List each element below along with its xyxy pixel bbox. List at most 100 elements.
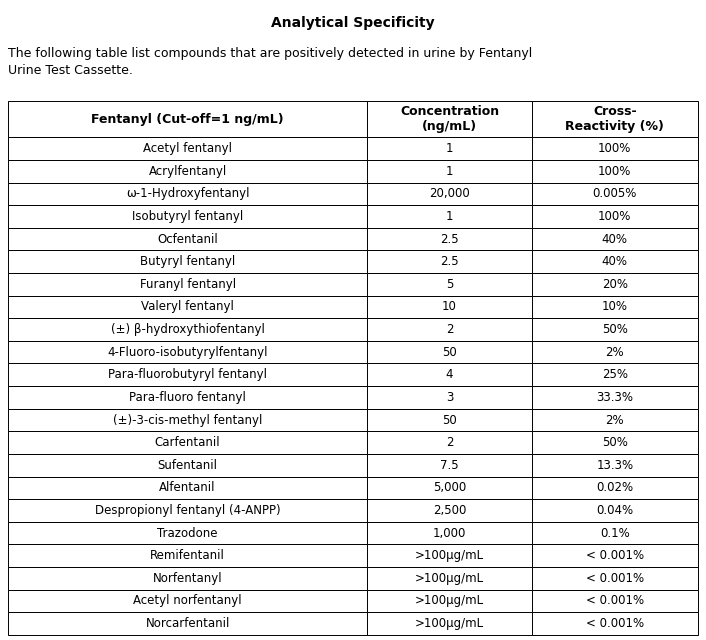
- Text: 50: 50: [442, 413, 457, 426]
- Bar: [367, 182, 532, 205]
- Text: 20,000: 20,000: [429, 188, 469, 200]
- Text: 13.3%: 13.3%: [597, 459, 633, 472]
- Text: 2: 2: [445, 323, 453, 336]
- Bar: [8, 160, 367, 182]
- Bar: [532, 296, 698, 318]
- Text: 1: 1: [445, 142, 453, 155]
- Bar: [8, 522, 367, 545]
- Text: Sufentanil: Sufentanil: [157, 459, 217, 472]
- Text: 2%: 2%: [606, 413, 624, 426]
- Bar: [532, 228, 698, 250]
- Text: 2%: 2%: [606, 346, 624, 358]
- Text: Ocfentanil: Ocfentanil: [157, 232, 218, 246]
- Bar: [532, 589, 698, 612]
- Text: Remifentanil: Remifentanil: [150, 549, 225, 562]
- Bar: [8, 138, 367, 160]
- Text: 100%: 100%: [598, 164, 632, 178]
- Bar: [367, 545, 532, 567]
- Text: 50: 50: [442, 346, 457, 358]
- Bar: [8, 612, 367, 635]
- Text: Carfentanil: Carfentanil: [155, 436, 220, 449]
- Bar: [367, 364, 532, 386]
- Text: Butyryl fentanyl: Butyryl fentanyl: [140, 255, 235, 268]
- Bar: [8, 477, 367, 499]
- Bar: [532, 138, 698, 160]
- Text: 5: 5: [445, 278, 453, 291]
- Text: 2.5: 2.5: [440, 232, 459, 246]
- Text: 10: 10: [442, 300, 457, 314]
- Text: Alfentanil: Alfentanil: [160, 481, 216, 494]
- Text: Acrylfentanyl: Acrylfentanyl: [148, 164, 227, 178]
- Bar: [367, 499, 532, 522]
- Text: Furanyl fentanyl: Furanyl fentanyl: [140, 278, 236, 291]
- Text: 10%: 10%: [602, 300, 628, 314]
- Text: Concentration
(ng/mL): Concentration (ng/mL): [400, 105, 499, 133]
- Bar: [367, 101, 532, 138]
- Bar: [8, 409, 367, 431]
- Text: 33.3%: 33.3%: [597, 391, 633, 404]
- Bar: [532, 250, 698, 273]
- Bar: [532, 386, 698, 409]
- Text: (±) β-hydroxythiofentanyl: (±) β-hydroxythiofentanyl: [111, 323, 265, 336]
- Bar: [532, 101, 698, 138]
- Bar: [532, 273, 698, 296]
- Bar: [367, 318, 532, 341]
- Bar: [532, 567, 698, 589]
- Bar: [8, 182, 367, 205]
- Text: 40%: 40%: [602, 232, 628, 246]
- Bar: [8, 250, 367, 273]
- Bar: [532, 454, 698, 477]
- Bar: [367, 477, 532, 499]
- Text: 5,000: 5,000: [433, 481, 466, 494]
- Bar: [532, 318, 698, 341]
- Text: 0.04%: 0.04%: [597, 504, 633, 517]
- Text: 50%: 50%: [602, 436, 628, 449]
- Text: 7.5: 7.5: [440, 459, 459, 472]
- Text: 2.5: 2.5: [440, 255, 459, 268]
- Text: >100μg/mL: >100μg/mL: [415, 549, 484, 562]
- Bar: [367, 273, 532, 296]
- Bar: [367, 589, 532, 612]
- Text: 25%: 25%: [602, 368, 628, 381]
- Text: (±)-3-cis-methyl fentanyl: (±)-3-cis-methyl fentanyl: [113, 413, 263, 426]
- Bar: [532, 364, 698, 386]
- Text: 1,000: 1,000: [433, 527, 466, 540]
- Text: 100%: 100%: [598, 210, 632, 223]
- Bar: [532, 182, 698, 205]
- Text: Isobutyryl fentanyl: Isobutyryl fentanyl: [132, 210, 244, 223]
- Bar: [367, 205, 532, 228]
- Bar: [532, 545, 698, 567]
- Text: ω-1-Hydroxyfentanyl: ω-1-Hydroxyfentanyl: [126, 188, 249, 200]
- Text: Acetyl norfentanyl: Acetyl norfentanyl: [133, 595, 242, 607]
- Bar: [8, 454, 367, 477]
- Bar: [367, 454, 532, 477]
- Text: < 0.001%: < 0.001%: [586, 549, 644, 562]
- Text: < 0.001%: < 0.001%: [586, 572, 644, 585]
- Bar: [532, 477, 698, 499]
- Text: 1: 1: [445, 210, 453, 223]
- Text: 3: 3: [445, 391, 453, 404]
- Bar: [367, 431, 532, 454]
- Text: 20%: 20%: [602, 278, 628, 291]
- Text: Fentanyl (Cut-off=1 ng/mL): Fentanyl (Cut-off=1 ng/mL): [91, 113, 284, 125]
- Text: < 0.001%: < 0.001%: [586, 617, 644, 630]
- Text: 4: 4: [445, 368, 453, 381]
- Bar: [367, 296, 532, 318]
- Bar: [8, 431, 367, 454]
- Text: 4-Fluoro-isobutyrylfentanyl: 4-Fluoro-isobutyrylfentanyl: [107, 346, 268, 358]
- Bar: [367, 341, 532, 364]
- Bar: [532, 409, 698, 431]
- Text: 0.005%: 0.005%: [592, 188, 637, 200]
- Bar: [8, 101, 367, 138]
- Text: 0.02%: 0.02%: [597, 481, 633, 494]
- Bar: [367, 409, 532, 431]
- Bar: [8, 589, 367, 612]
- Text: Valeryl fentanyl: Valeryl fentanyl: [141, 300, 234, 314]
- Bar: [532, 612, 698, 635]
- Text: 100%: 100%: [598, 142, 632, 155]
- Bar: [8, 386, 367, 409]
- Bar: [367, 567, 532, 589]
- Bar: [367, 160, 532, 182]
- Text: The following table list compounds that are positively detected in urine by Fent: The following table list compounds that …: [8, 47, 533, 77]
- Text: Despropionyl fentanyl (4-ANPP): Despropionyl fentanyl (4-ANPP): [95, 504, 280, 517]
